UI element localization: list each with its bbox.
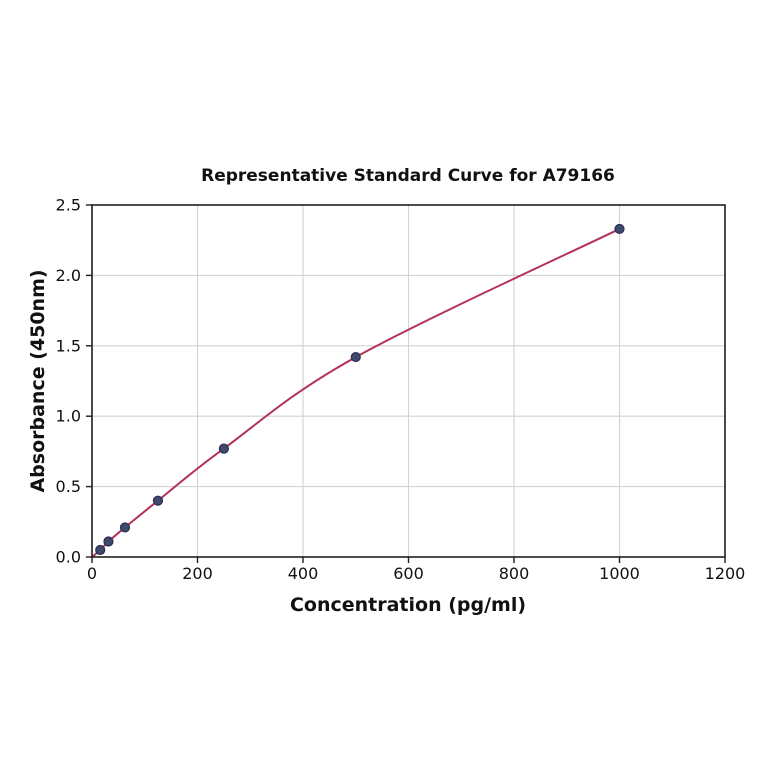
x-tick-label: 1000 bbox=[599, 564, 640, 583]
y-tick-label: 2.5 bbox=[56, 196, 81, 215]
x-tick-label: 1200 bbox=[705, 564, 746, 583]
x-axis-label: Concentration (pg/ml) bbox=[290, 594, 526, 616]
tick-layer bbox=[86, 204, 726, 563]
chart-title: Representative Standard Curve for A79166 bbox=[201, 166, 615, 186]
standard-curve-line bbox=[91, 227, 621, 558]
data-point-marker bbox=[350, 351, 361, 363]
y-tick-label: 1.0 bbox=[56, 407, 81, 426]
data-point-marker bbox=[103, 536, 114, 547]
x-tick-label: 600 bbox=[393, 564, 424, 583]
x-tick-label: 800 bbox=[499, 564, 530, 583]
y-tick-label: 0.5 bbox=[56, 477, 81, 496]
y-tick-label: 1.5 bbox=[56, 336, 81, 355]
y-axis-label: Absorbance (450nm) bbox=[27, 269, 49, 492]
x-tick-label: 200 bbox=[182, 564, 213, 583]
data-point-marker bbox=[218, 443, 229, 454]
data-point-marker bbox=[152, 495, 164, 506]
data-point-marker bbox=[95, 544, 106, 556]
x-tick-label: 400 bbox=[288, 564, 319, 583]
grid-layer bbox=[91, 204, 726, 558]
data-point-marker bbox=[614, 223, 625, 235]
curve-layer bbox=[91, 227, 621, 558]
y-tick-label: 2.0 bbox=[56, 266, 81, 285]
x-tick-label: 0 bbox=[87, 564, 97, 583]
data-point-marker bbox=[119, 522, 131, 533]
y-tick-label: 0.0 bbox=[56, 548, 81, 567]
marker-layer bbox=[95, 223, 625, 556]
tick-label-layer: 0 200 400 600 800 1000 1200 0.0 0.5 1.0 1.5 2.0 2.5 bbox=[56, 196, 746, 584]
